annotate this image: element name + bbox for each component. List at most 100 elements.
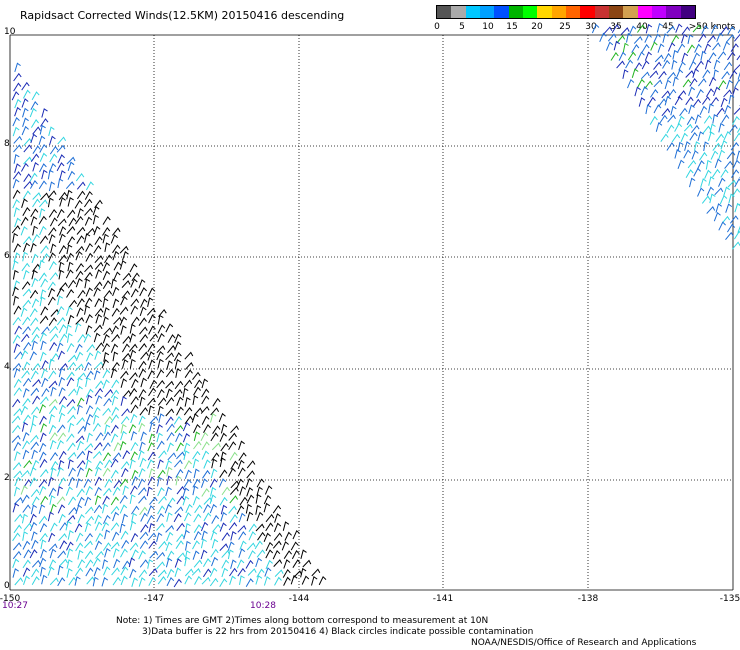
lon-label-147: -147 bbox=[143, 594, 165, 604]
wind-barb bbox=[66, 333, 73, 343]
wind-barb bbox=[227, 541, 235, 551]
wind-barb bbox=[184, 351, 194, 360]
wind-barb bbox=[104, 254, 113, 264]
wind-barb bbox=[193, 440, 202, 450]
wind-barb bbox=[645, 23, 653, 34]
wind-barb bbox=[139, 287, 147, 297]
wind-barb bbox=[158, 413, 165, 424]
wind-barb bbox=[649, 115, 658, 125]
wind-barb bbox=[165, 397, 175, 406]
wind-barb bbox=[728, 94, 735, 105]
wind-barb bbox=[712, 114, 719, 124]
wind-barb bbox=[30, 317, 39, 326]
wind-barb bbox=[120, 296, 128, 306]
legend-color-cell bbox=[608, 6, 624, 18]
wind-barb bbox=[102, 216, 111, 225]
wind-barb bbox=[22, 207, 31, 216]
wind-barb bbox=[13, 144, 22, 153]
wind-barb bbox=[14, 351, 24, 360]
wind-barb bbox=[175, 368, 182, 378]
wind-barb bbox=[76, 181, 86, 190]
wind-barb bbox=[85, 325, 93, 335]
wind-barb bbox=[113, 558, 121, 569]
wind-barb bbox=[112, 227, 121, 236]
wind-barb bbox=[165, 380, 175, 389]
wind-barb bbox=[644, 51, 652, 61]
wind-barb bbox=[211, 452, 220, 461]
wind-barb bbox=[94, 261, 104, 270]
wind-barb bbox=[40, 245, 49, 254]
wind-barb bbox=[113, 479, 122, 489]
wind-barb bbox=[689, 77, 698, 87]
wind-barb bbox=[68, 467, 76, 477]
wind-barb bbox=[265, 513, 275, 523]
wind-barb bbox=[265, 559, 273, 570]
wind-barb bbox=[57, 154, 65, 164]
wind-barb bbox=[708, 52, 717, 61]
wind-barb bbox=[94, 486, 102, 497]
lat-label-10: 10 bbox=[4, 27, 16, 37]
wind-barb bbox=[292, 529, 300, 540]
wind-barb bbox=[700, 178, 707, 188]
wind-barb bbox=[12, 424, 21, 434]
wind-barb bbox=[200, 521, 209, 532]
wind-barb bbox=[14, 577, 24, 586]
wind-barb bbox=[102, 270, 111, 280]
wind-barb bbox=[131, 577, 138, 587]
wind-barb bbox=[122, 485, 129, 496]
wind-barb bbox=[183, 529, 190, 540]
wind-barb bbox=[706, 206, 716, 214]
wind-barb bbox=[238, 548, 246, 558]
wind-barb bbox=[84, 540, 93, 549]
wind-barb bbox=[31, 559, 41, 568]
wind-barb bbox=[110, 343, 119, 353]
wind-barb bbox=[21, 333, 30, 343]
wind-barb bbox=[156, 551, 166, 560]
wind-barb bbox=[239, 575, 245, 585]
wind-barb bbox=[77, 208, 84, 218]
wind-barb bbox=[709, 123, 716, 134]
wind-barb bbox=[221, 486, 231, 496]
wind-barb bbox=[102, 297, 109, 308]
wind-barb bbox=[685, 96, 694, 106]
wind-barb bbox=[156, 432, 163, 443]
wind-barb bbox=[110, 522, 120, 531]
wind-barb bbox=[66, 568, 73, 578]
wind-barb bbox=[138, 550, 146, 560]
wind-barb bbox=[67, 530, 74, 540]
wind-barb bbox=[613, 40, 620, 51]
wind-barb bbox=[59, 226, 67, 236]
wind-barb bbox=[148, 314, 156, 324]
wind-barb bbox=[175, 468, 184, 478]
wind-barb bbox=[131, 476, 139, 486]
wind-barb bbox=[318, 575, 327, 586]
wind-barb bbox=[49, 333, 59, 342]
wind-barb bbox=[40, 192, 49, 201]
legend-label-10: 10 bbox=[482, 22, 494, 32]
wind-barb bbox=[723, 89, 733, 98]
wind-barb bbox=[56, 317, 66, 326]
wind-barb bbox=[657, 43, 665, 53]
wind-barb bbox=[164, 503, 172, 514]
wind-barb bbox=[77, 549, 84, 560]
wind-barb bbox=[697, 187, 705, 197]
lat-label-8: 8 bbox=[4, 139, 10, 149]
wind-barb bbox=[157, 505, 166, 515]
wind-barb bbox=[12, 568, 19, 578]
wind-barb bbox=[49, 452, 58, 461]
wind-barb bbox=[47, 190, 57, 199]
wind-barb bbox=[138, 388, 147, 398]
wind-barb bbox=[111, 406, 120, 416]
wind-barb bbox=[65, 486, 73, 496]
wind-barb bbox=[94, 298, 103, 308]
wind-barb bbox=[48, 476, 55, 487]
wind-barb bbox=[256, 486, 263, 497]
wind-barb bbox=[65, 181, 75, 190]
wind-barb bbox=[85, 485, 93, 496]
wind-barb bbox=[191, 413, 199, 423]
wind-barb bbox=[58, 404, 66, 414]
wind-barb bbox=[12, 232, 19, 243]
wind-barb bbox=[644, 80, 653, 89]
wind-barb bbox=[616, 60, 625, 69]
wind-barb bbox=[67, 496, 77, 506]
